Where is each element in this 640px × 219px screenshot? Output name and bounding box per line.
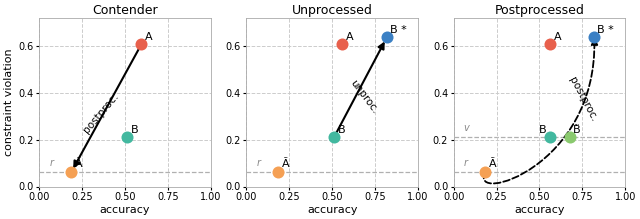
Y-axis label: constraint violation: constraint violation: [4, 49, 14, 156]
Text: B *: B *: [597, 25, 614, 35]
Title: Unprocessed: Unprocessed: [292, 4, 372, 17]
Point: [273, 170, 284, 174]
Point: [382, 36, 392, 39]
Text: A: A: [346, 32, 354, 42]
Text: r: r: [50, 158, 54, 168]
Text: B: B: [131, 125, 138, 135]
Point: [545, 43, 555, 46]
X-axis label: accuracy: accuracy: [307, 205, 358, 215]
FancyArrowPatch shape: [484, 39, 597, 184]
Title: Postprocessed: Postprocessed: [495, 4, 584, 17]
X-axis label: accuracy: accuracy: [514, 205, 564, 215]
Text: postproc.: postproc.: [567, 75, 599, 123]
Point: [337, 43, 348, 46]
Text: B *: B *: [390, 25, 407, 35]
Text: r: r: [257, 158, 261, 168]
Text: B̃: B̃: [573, 125, 581, 135]
Point: [589, 36, 600, 39]
Text: r: r: [464, 158, 468, 168]
Text: Ã: Ã: [282, 159, 289, 169]
Text: A: A: [554, 32, 561, 42]
Text: A: A: [145, 32, 153, 42]
Text: unproc.: unproc.: [348, 78, 380, 115]
Text: Ã: Ã: [75, 159, 83, 169]
Text: B: B: [539, 125, 546, 135]
Text: v: v: [463, 123, 469, 133]
Text: Ã: Ã: [489, 159, 497, 169]
Title: Contender: Contender: [92, 4, 158, 17]
Point: [122, 136, 132, 139]
Text: postproc.: postproc.: [81, 91, 120, 135]
Point: [480, 170, 490, 174]
Point: [136, 43, 147, 46]
Point: [329, 136, 339, 139]
Point: [565, 136, 575, 139]
Point: [545, 136, 555, 139]
Point: [66, 170, 76, 174]
X-axis label: accuracy: accuracy: [100, 205, 150, 215]
Text: B: B: [338, 125, 346, 135]
